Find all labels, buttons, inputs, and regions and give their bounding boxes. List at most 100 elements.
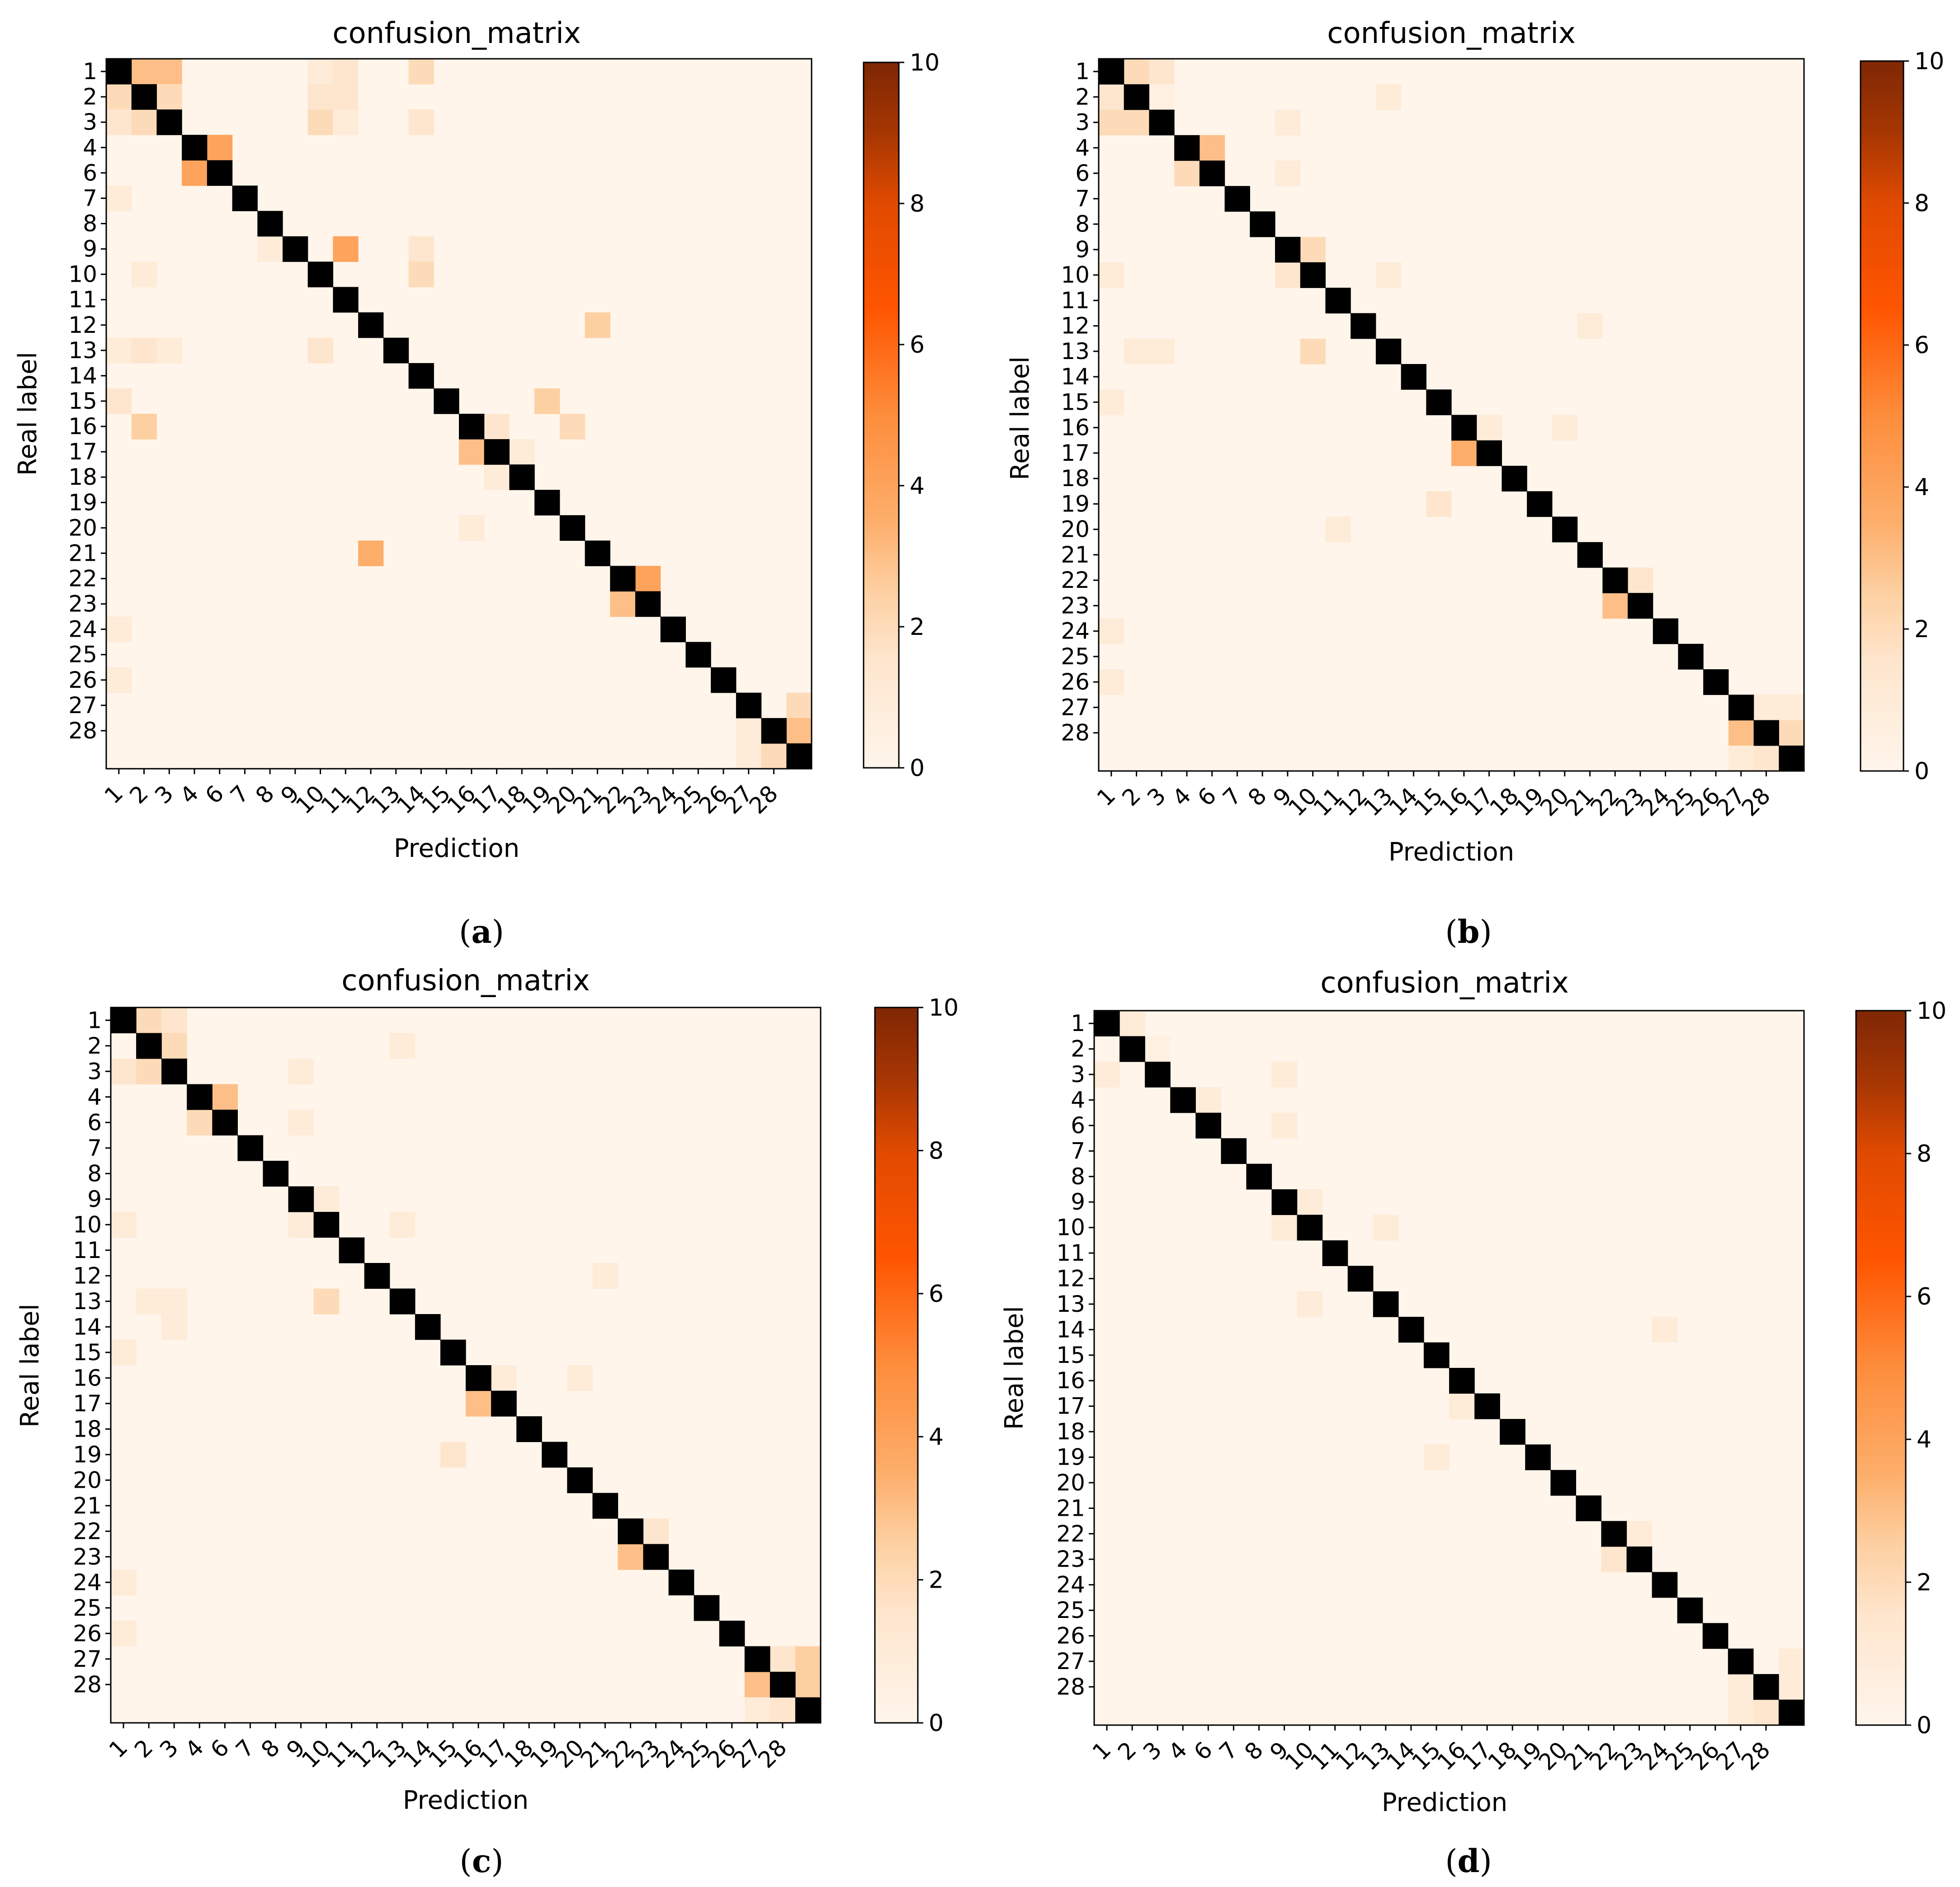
diagonal-cell [661, 617, 686, 643]
y-tick-label: 10 [73, 1211, 102, 1238]
heatmap-cell [643, 1518, 669, 1544]
heatmap-cell [795, 1646, 821, 1672]
panel-caption-letter: a [471, 913, 491, 951]
diagonal-cell [440, 1340, 466, 1366]
x-tick-label: 6 [200, 780, 229, 809]
diagonal-cell [643, 1544, 669, 1570]
y-tick-label: 15 [73, 1339, 102, 1366]
title: confusion_matrix [1327, 17, 1575, 50]
y-tick-label: 14 [68, 363, 97, 389]
y-tick-label: 10 [1061, 262, 1090, 288]
x-tick-label: 4 [1167, 782, 1196, 811]
heatmap-cell [308, 338, 333, 364]
heatmap-cell [111, 1621, 137, 1646]
heatmap-cell [1728, 1700, 1754, 1726]
diagonal-cell [383, 338, 409, 364]
colorbar-tick-label: 8 [1917, 1140, 1932, 1168]
colorbar-tick-label: 6 [1914, 332, 1929, 359]
panel-caption: (c) [459, 1842, 503, 1880]
panel-b: confusion_matrix 12346789101112131415161… [1006, 17, 1944, 951]
colorbar-tick-label: 4 [929, 1424, 944, 1451]
heatmap-cell [736, 718, 761, 744]
heatmap-cell [610, 591, 635, 617]
diagonal-cell [1628, 593, 1653, 619]
diagonal-cell [1275, 237, 1300, 263]
y-tick-label: 27 [1056, 1648, 1085, 1674]
diagonal-cell [745, 1646, 770, 1672]
heatmap-cell [1754, 746, 1779, 771]
heatmap-cell [333, 109, 358, 135]
heatmap-cell [106, 617, 132, 643]
diagonal-cell [516, 1416, 542, 1442]
heatmap-cell [1195, 1087, 1221, 1113]
heatmap-cell [187, 1110, 213, 1135]
diagonal-cell [761, 718, 787, 744]
diagonal-cell [1779, 1700, 1804, 1726]
heatmap-cell [111, 1059, 137, 1084]
diagonal-cell [1729, 695, 1754, 720]
heatmap-cell [1602, 593, 1628, 619]
diagonal-cell [669, 1570, 694, 1595]
heatmap-cell [409, 262, 434, 288]
heatmap-cell [106, 388, 132, 414]
heatmap-cell [1275, 161, 1300, 186]
diagonal-cell [685, 642, 711, 668]
heatmap-cell [1099, 669, 1124, 695]
x-tick-label: 8 [1243, 782, 1272, 811]
heatmap-cell [161, 1314, 187, 1340]
y-tick-label: 2 [83, 84, 97, 110]
heatmap-cell [308, 109, 333, 135]
diagonal-cell [1527, 491, 1552, 517]
y-tick-label: 2 [1071, 1036, 1085, 1062]
y-tick-label: 6 [87, 1109, 102, 1135]
heatmap-cell [1119, 1011, 1145, 1036]
y-tick-label: 23 [68, 591, 97, 617]
y-tick-label: 11 [68, 287, 97, 313]
y-tick-label: 24 [73, 1569, 102, 1595]
diagonal-cell [288, 1187, 314, 1212]
diagonal-cell [610, 566, 635, 591]
y-axis-label: Real label [15, 1304, 45, 1428]
heatmap-cell [106, 185, 132, 211]
colorbar-tick-label: 4 [910, 473, 925, 500]
diagonal-cell [1602, 568, 1628, 593]
panel-caption-letter: b [1458, 913, 1480, 951]
y-tick-label: 28 [1056, 1674, 1085, 1700]
heatmap-cell [409, 59, 434, 85]
diagonal-cell [459, 414, 484, 440]
heatmap-cell [1099, 262, 1124, 288]
diagonal-cell [1552, 517, 1577, 543]
diagonal-cell [106, 59, 132, 85]
x-tick-label: 7 [1218, 782, 1247, 811]
diagonal-cell [1174, 135, 1200, 161]
y-tick-label: 19 [1056, 1444, 1085, 1471]
y-tick-label: 15 [68, 388, 97, 414]
heatmap-cell [1376, 84, 1401, 110]
diagonal-cell [187, 1084, 213, 1110]
diagonal-cell [1322, 1240, 1348, 1266]
y-tick-label: 28 [68, 718, 97, 744]
y-tick-label: 22 [73, 1518, 102, 1544]
y-tick-label: 26 [68, 667, 97, 693]
heatmap-cell [136, 1289, 162, 1315]
heatmap-cell [1373, 1215, 1399, 1240]
y-tick-label: 3 [1075, 109, 1090, 136]
colorbar-ticks: 0 2 4 6 8 10 [899, 49, 940, 782]
colorbar-ticks: 0 2 4 6 8 10 [1903, 48, 1944, 785]
y-tick-label: 2 [1075, 84, 1090, 110]
x-tick-label: 2 [125, 780, 154, 809]
x-tick-label: 28 [744, 780, 783, 819]
y-tick-label: 12 [68, 312, 97, 338]
diagonal-cell [390, 1289, 416, 1315]
colorbar-tick-label: 8 [929, 1137, 944, 1164]
y-tick-label: 19 [68, 489, 97, 515]
y-tick-label: 19 [73, 1442, 102, 1468]
heatmap-cell [390, 1033, 416, 1059]
diagonal-cell [358, 312, 383, 338]
x-axis-label: Prediction [403, 1786, 529, 1815]
y-tick-label: 22 [68, 565, 97, 591]
diagonal-cell [1094, 1011, 1120, 1036]
diagonal-cell [719, 1621, 745, 1646]
heatmap-cell [592, 1263, 618, 1289]
diagonal-cell [1225, 186, 1250, 212]
